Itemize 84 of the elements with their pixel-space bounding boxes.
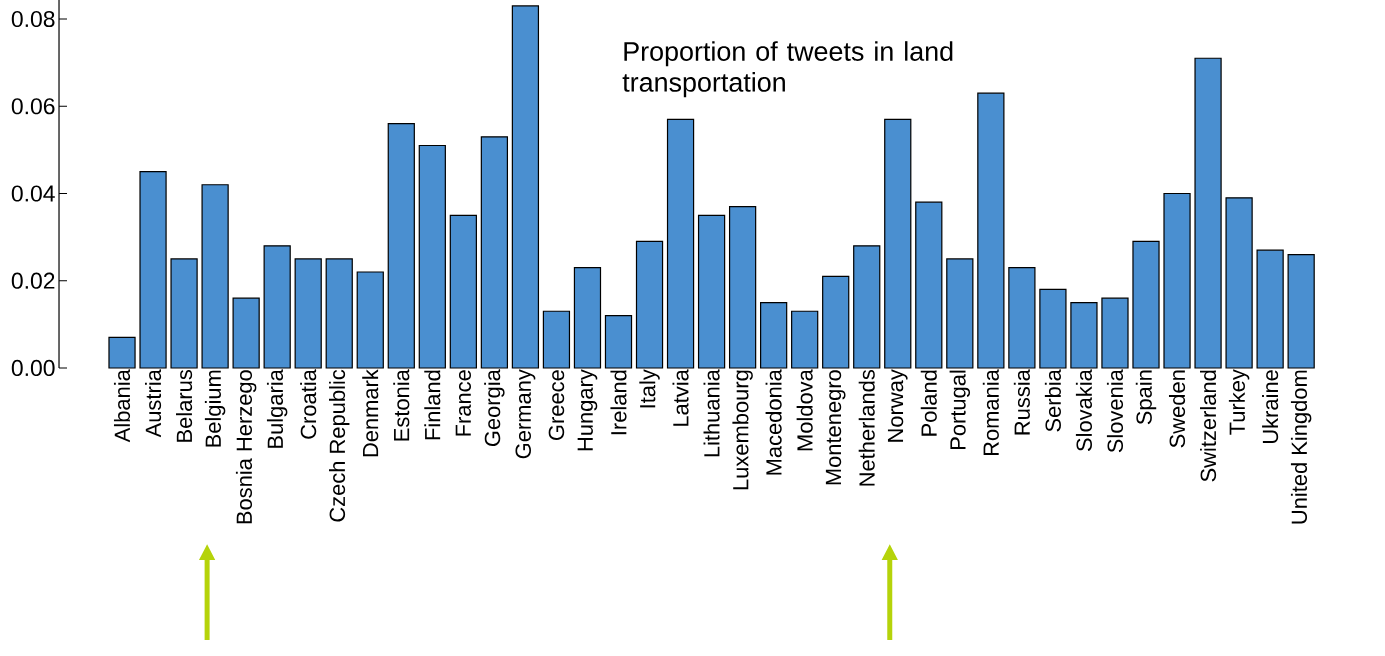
x-tick-label: Ukraine <box>1262 370 1279 444</box>
x-tick-label: Finland <box>424 370 441 440</box>
bar <box>666 118 695 369</box>
x-tick-label: Norway <box>887 369 908 442</box>
x-tick-label: Bulgaria <box>266 369 288 448</box>
bar <box>884 118 912 369</box>
bar <box>1039 288 1067 369</box>
bar <box>604 315 633 369</box>
bar <box>387 123 415 369</box>
x-tick-label: Greece <box>548 370 565 440</box>
bar <box>760 301 788 369</box>
x-tick-label: Albania <box>113 369 131 443</box>
x-tick-label: Germany <box>515 369 536 459</box>
bar <box>356 271 384 369</box>
x-tick-label: Georgia <box>484 369 505 447</box>
bar <box>573 267 602 369</box>
bar <box>791 310 819 369</box>
bar <box>1287 253 1315 369</box>
x-tick-label: Croatia <box>300 369 317 439</box>
x-tick-label: Netherlands <box>858 370 875 486</box>
bar <box>728 205 757 369</box>
bar <box>294 258 322 369</box>
x-tick-label: Ireland <box>610 370 627 435</box>
x-tick-label: Belgium <box>204 370 226 447</box>
bar <box>139 171 167 369</box>
y-tick-label: 0.00 <box>11 359 55 377</box>
x-tick-label: Montenegro <box>825 370 846 485</box>
x-tick-label: Portugal <box>949 370 971 450</box>
x-tick-label: Slovenia <box>1106 369 1124 453</box>
bar <box>977 92 1005 369</box>
x-tick-label: Hungary <box>577 369 598 451</box>
bar <box>449 214 477 369</box>
x-tick-label: Spain <box>1135 370 1157 425</box>
bar <box>201 184 229 369</box>
bar <box>1256 249 1284 369</box>
bar <box>1101 297 1129 369</box>
x-tick-label: Denmark <box>362 369 379 457</box>
x-tick-label: United Kingdom <box>1290 370 1312 524</box>
x-tick-label: Macedonia <box>765 369 782 475</box>
x-tick-label: Austria <box>144 369 162 438</box>
bar <box>697 214 726 369</box>
x-tick-label: Russia <box>1013 369 1030 435</box>
bar <box>946 258 974 369</box>
bar <box>418 144 446 369</box>
bar <box>542 310 571 369</box>
y-tick-label: 0.06 <box>11 98 55 115</box>
bar <box>1132 240 1160 369</box>
x-tick-label: France <box>455 370 471 436</box>
x-tick-label: Latvia <box>672 369 689 426</box>
x-tick-label: Bosnia Herzego <box>235 370 257 524</box>
y-tick-label: 0.04 <box>11 185 55 202</box>
bar <box>1070 301 1098 369</box>
bar <box>325 258 353 369</box>
x-tick-label: Poland <box>920 370 937 436</box>
bar <box>480 136 509 369</box>
x-tick-label: Lithuania <box>703 369 720 457</box>
bar <box>635 240 664 369</box>
x-tick-label: Estonia <box>393 369 410 441</box>
bar <box>1008 267 1036 369</box>
bar <box>511 5 540 369</box>
x-tick-label: Serbia <box>1044 369 1061 432</box>
bar <box>822 275 850 369</box>
bar <box>1225 197 1253 369</box>
x-tick-label: Moldova <box>796 369 813 451</box>
bar <box>1194 57 1222 369</box>
bar <box>853 245 881 369</box>
x-tick-label: Switzerland <box>1200 370 1217 482</box>
y-tick-label: 0.02 <box>11 272 55 289</box>
x-tick-label: Italy <box>639 369 660 408</box>
x-tick-label: Czech Republic <box>329 369 350 522</box>
bar <box>108 336 136 369</box>
x-tick-label: Belarus <box>176 369 193 442</box>
x-tick-label: Turkey <box>1228 369 1250 435</box>
x-tick-label: Luxembourg <box>732 370 753 490</box>
x-tick-label: Slovakia <box>1075 369 1092 452</box>
x-tick-label: Sweden <box>1168 370 1186 448</box>
bar <box>1163 192 1191 369</box>
y-tick-label: 0.08 <box>11 10 55 28</box>
bar <box>263 245 291 369</box>
x-tick-label: Romania <box>982 369 999 456</box>
text: Proportion of tweets in land transportation <box>622 41 953 98</box>
bar <box>915 201 943 369</box>
bar <box>170 258 198 369</box>
bar <box>232 297 260 369</box>
